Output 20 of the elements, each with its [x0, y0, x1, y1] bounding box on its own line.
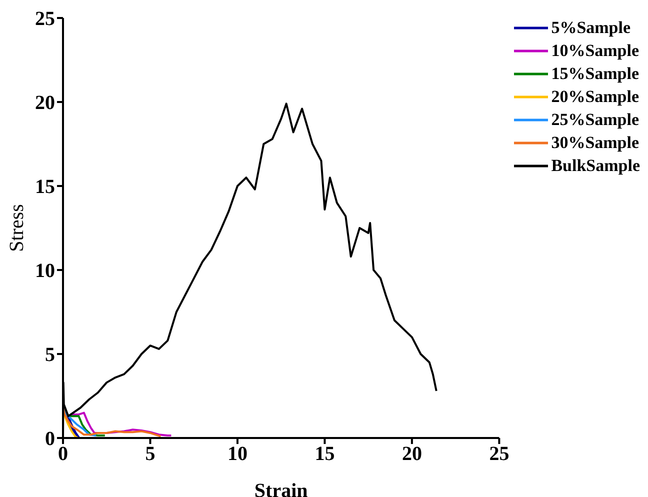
legend-label: 15%Sample: [551, 63, 640, 85]
y-tick-label: 15: [35, 176, 55, 198]
legend-label: 25%Sample: [551, 109, 640, 131]
x-tick-label: 5: [145, 443, 156, 466]
y-tick-label: 5: [45, 344, 55, 366]
y-tick-label: 10: [35, 260, 55, 282]
x-axis-title: Strain: [254, 480, 308, 497]
legend-label: 10%Sample: [551, 40, 640, 62]
y-tick-label: 20: [35, 92, 55, 114]
y-tick-label: 25: [35, 8, 55, 30]
y-axis-title: Stress: [6, 204, 28, 252]
x-tick-label: 20: [402, 443, 422, 466]
legend-label: BulkSample: [551, 155, 640, 177]
legend-label: 5%Sample: [551, 17, 631, 39]
x-tick-label: 10: [227, 443, 248, 466]
legend-label: 20%Sample: [551, 86, 640, 108]
legend-label: 30%Sample: [551, 132, 640, 154]
x-tick-label: 25: [489, 443, 510, 466]
y-tick-label: 0: [45, 428, 55, 450]
x-tick-label: 15: [314, 443, 335, 466]
